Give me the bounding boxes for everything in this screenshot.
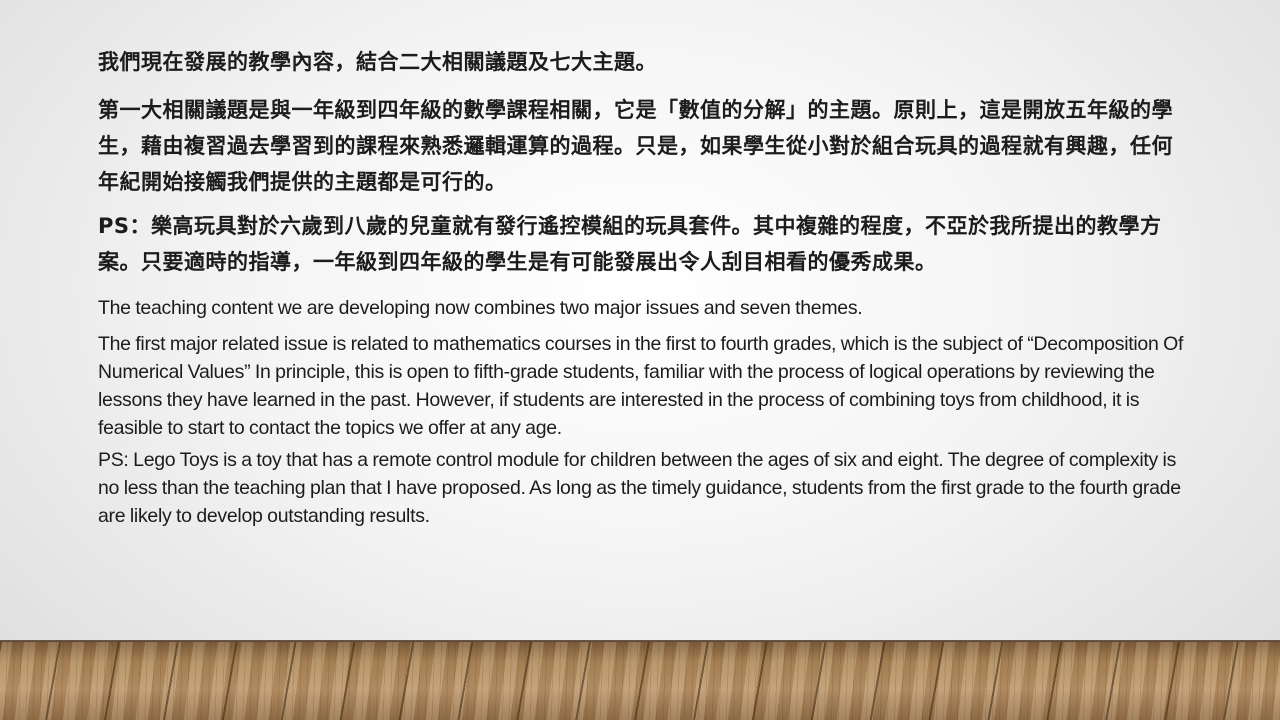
zh-paragraph-first-issue: 第一大相關議題是與一年級到四年級的數學課程相關，它是「數值的分解」的主題。原則上… (98, 98, 1173, 194)
en-paragraph-intro: The teaching content we are developing n… (98, 297, 863, 319)
wood-grain (0, 642, 1280, 720)
en-paragraph-ps: PS: Lego Toys is a toy that has a remote… (98, 449, 1181, 527)
zh-paragraph-intro: 我們現在發展的教學內容，結合二大相關議題及七大主題。 (98, 50, 657, 74)
zh-paragraph-ps: PS：樂高玩具對於六歲到八歲的兒童就有發行遙控模組的玩具套件。其中複雜的程度，不… (98, 214, 1162, 274)
slide-body: 我們現在發展的教學內容，結合二大相關議題及七大主題。 第一大相關議題是與一年級到… (98, 44, 1188, 534)
wood-floor (0, 642, 1280, 720)
floor-edge (0, 640, 1280, 643)
en-paragraph-first-issue: The first major related issue is related… (98, 333, 1184, 439)
